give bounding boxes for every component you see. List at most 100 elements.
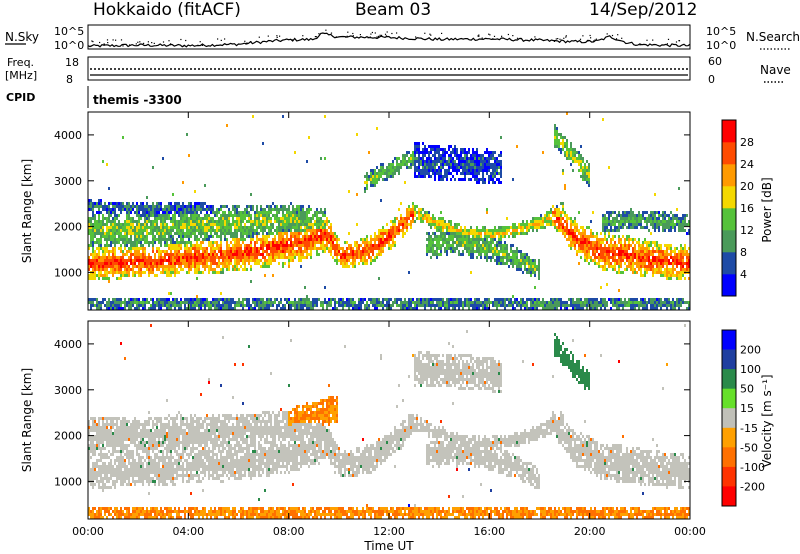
range-cell xyxy=(342,253,344,256)
range-cell xyxy=(136,304,138,307)
range-cell xyxy=(420,172,422,175)
range-cell xyxy=(266,301,268,304)
range-cell xyxy=(110,304,112,307)
range-cell xyxy=(340,301,342,304)
range-cell xyxy=(160,217,162,220)
range-cell xyxy=(222,229,224,232)
range-cell xyxy=(536,301,538,304)
range-cell xyxy=(390,238,392,241)
range-cell xyxy=(560,214,562,217)
range-cell xyxy=(122,241,124,244)
range-cell xyxy=(144,226,146,229)
range-cell xyxy=(402,235,404,238)
range-cell xyxy=(160,202,162,205)
range-cell xyxy=(478,232,480,235)
range-cell xyxy=(478,172,480,175)
range-cell xyxy=(238,241,240,244)
range-cell xyxy=(212,256,214,259)
range-cell xyxy=(438,247,440,250)
range-cell xyxy=(308,235,310,238)
range-cell xyxy=(498,262,500,265)
range-cell xyxy=(308,298,310,301)
range-cell xyxy=(416,145,418,148)
range-cell xyxy=(160,214,162,217)
range-cell xyxy=(226,244,228,247)
range-cell xyxy=(200,298,202,301)
range-cell xyxy=(372,172,374,175)
range-cell xyxy=(266,265,268,268)
range-cell xyxy=(120,304,122,307)
range-cell xyxy=(296,307,298,310)
range-cell xyxy=(234,208,236,211)
range-cell xyxy=(366,301,368,304)
range-cell xyxy=(96,256,98,259)
range-cell xyxy=(136,211,138,214)
range-cell xyxy=(124,241,126,244)
range-cell xyxy=(128,220,130,223)
range-cell xyxy=(404,232,406,235)
range-cell xyxy=(582,157,584,160)
noise-search-dot xyxy=(185,39,187,42)
range-cell xyxy=(160,241,162,244)
range-cell xyxy=(94,226,96,229)
range-cell xyxy=(196,301,198,304)
range-cell xyxy=(244,268,246,271)
range-cell xyxy=(160,307,162,310)
range-cell xyxy=(262,307,264,310)
range-cell xyxy=(186,232,188,235)
range-cell xyxy=(474,163,476,166)
range-cell xyxy=(578,307,580,310)
range-cell xyxy=(164,301,166,304)
range-cell xyxy=(518,301,520,304)
range-cell xyxy=(208,229,210,232)
range-cell xyxy=(296,217,298,220)
range-cell xyxy=(482,160,484,163)
range-cell xyxy=(314,223,316,226)
range-cell xyxy=(116,232,118,235)
range-cell xyxy=(92,247,94,250)
range-cell xyxy=(410,163,412,166)
range-cell xyxy=(290,217,292,220)
range-cell xyxy=(208,220,210,223)
range-cell xyxy=(332,247,334,250)
range-cell xyxy=(476,178,478,181)
noise-search-dot xyxy=(396,32,398,34)
range-cell xyxy=(462,307,464,310)
range-cell xyxy=(418,151,420,154)
range-cell xyxy=(562,217,564,220)
range-cell xyxy=(578,157,580,160)
range-cell xyxy=(574,241,576,244)
range-cell xyxy=(152,229,154,232)
range-cell xyxy=(482,244,484,247)
range-cell xyxy=(118,214,120,217)
range-cell xyxy=(550,307,552,310)
range-cell xyxy=(426,247,428,250)
range-cell xyxy=(180,220,182,223)
range-cell xyxy=(386,307,388,310)
range-cell xyxy=(326,244,328,247)
range-cell xyxy=(118,301,120,304)
range-cell xyxy=(168,202,170,205)
range-cell xyxy=(182,256,184,259)
range-cell xyxy=(226,250,228,253)
range-cell xyxy=(244,247,246,250)
range-cell xyxy=(120,250,122,253)
range-cell xyxy=(430,250,432,253)
range-cell xyxy=(334,250,336,253)
range-cell xyxy=(400,307,402,310)
scatter-cell xyxy=(152,166,154,169)
range-cell xyxy=(300,226,302,229)
range-cell xyxy=(246,205,248,208)
scatter-cell xyxy=(348,190,350,193)
scatter-cell xyxy=(250,193,252,196)
range-cell xyxy=(294,214,296,217)
range-cell xyxy=(324,244,326,247)
range-cell xyxy=(322,220,324,223)
range-cell xyxy=(210,241,212,244)
range-cell xyxy=(176,223,178,226)
noise-search-dot xyxy=(103,43,105,45)
range-cell xyxy=(556,211,558,214)
range-cell xyxy=(594,256,596,259)
range-cell xyxy=(256,214,258,217)
range-cell xyxy=(238,217,240,220)
